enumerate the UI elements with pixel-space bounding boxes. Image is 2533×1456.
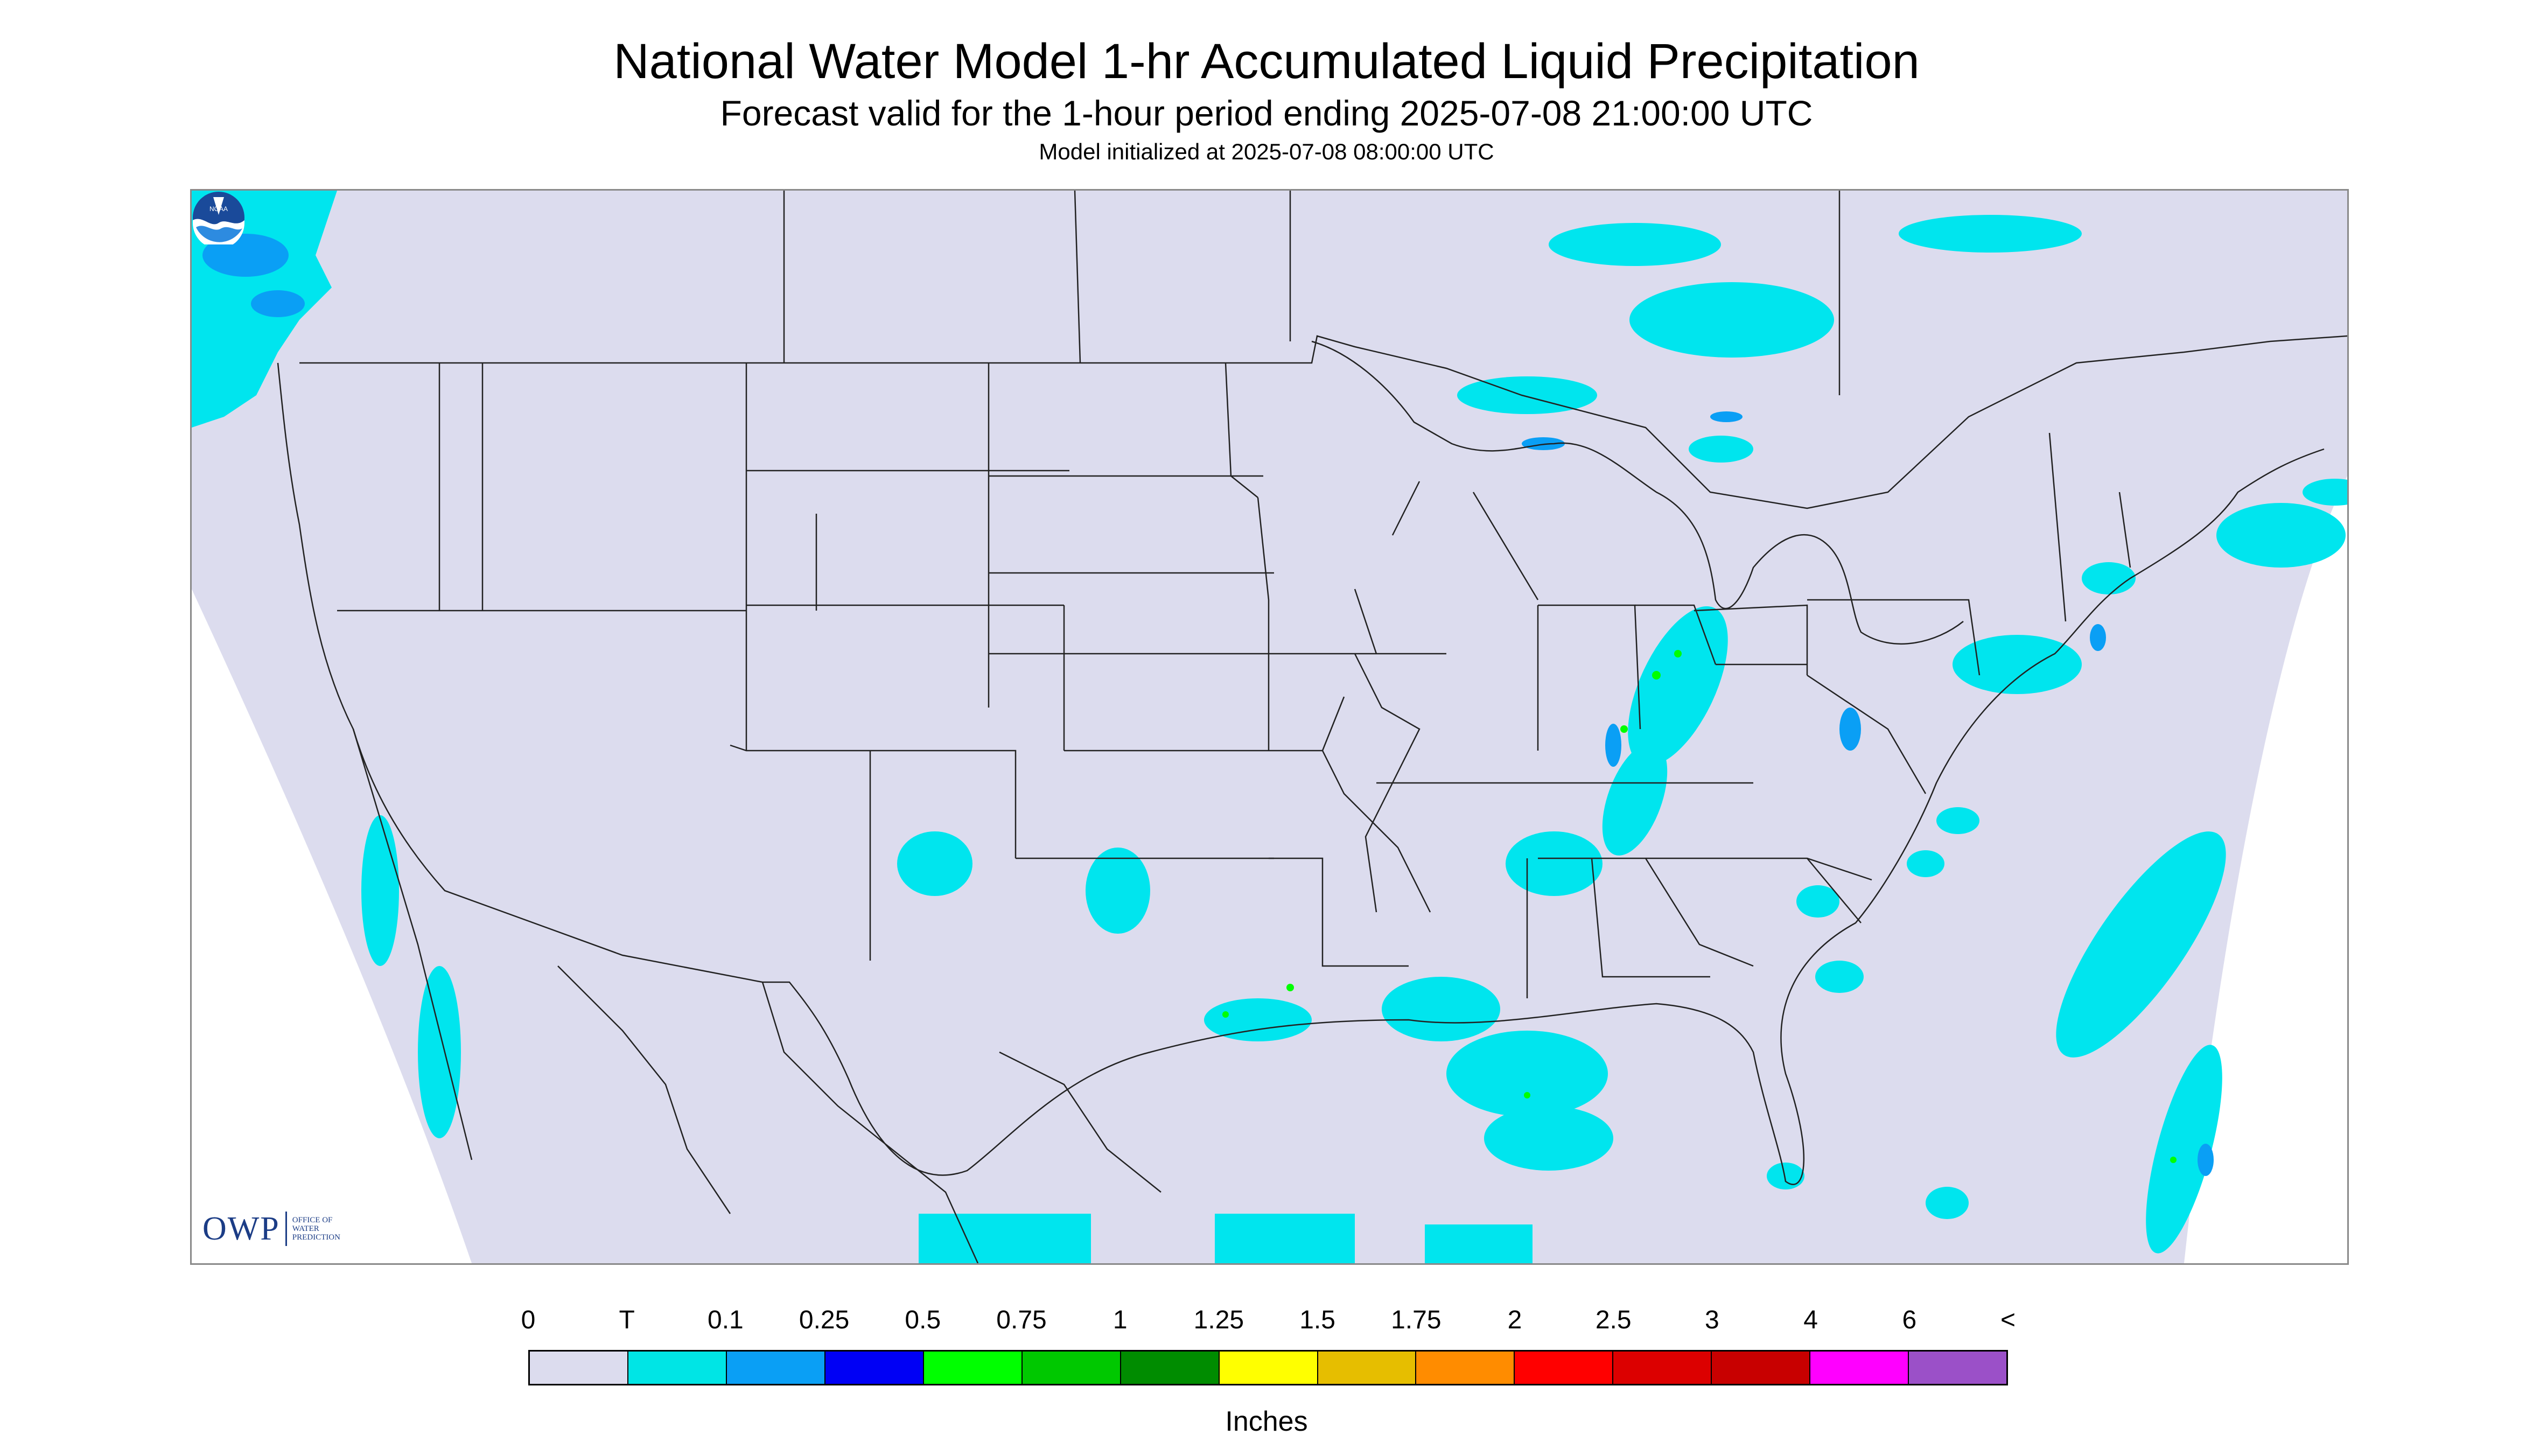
legend-label: 0 xyxy=(521,1306,536,1334)
precipitation-map: OWP OFFICE OF WATER PREDICTION NOAA xyxy=(190,189,2349,1265)
legend-label: 1.75 xyxy=(1391,1306,1442,1334)
legend-swatch xyxy=(530,1352,628,1384)
page-title: National Water Model 1-hr Accumulated Li… xyxy=(613,34,1920,89)
legend-swatch xyxy=(1416,1352,1515,1384)
legend-swatch xyxy=(1022,1352,1121,1384)
legend-label: 6 xyxy=(1902,1306,1917,1334)
model-init-text: Model initialized at 2025-07-08 08:00:00… xyxy=(1039,139,1494,164)
owp-logo-text: OWP xyxy=(202,1210,280,1247)
legend-swatch xyxy=(1810,1352,1909,1384)
precipitation-light-areas xyxy=(202,234,2214,1176)
legend-swatch xyxy=(1712,1352,1811,1384)
legend-label: 0.5 xyxy=(905,1306,941,1334)
owp-logo-divider xyxy=(285,1212,287,1246)
legend-swatch xyxy=(1318,1352,1417,1384)
legend-swatch xyxy=(628,1352,727,1384)
noaa-logo-text: NOAA xyxy=(209,205,228,213)
legend-swatch xyxy=(1909,1352,2007,1384)
colorbar xyxy=(528,1350,2008,1385)
legend-swatch xyxy=(1515,1352,1614,1384)
legend-label: 1.5 xyxy=(1299,1306,1335,1334)
legend-label: 0.1 xyxy=(708,1306,744,1334)
page-subtitle: Forecast valid for the 1-hour period end… xyxy=(720,93,1813,133)
map-domain xyxy=(192,191,2347,1263)
legend-label: 1 xyxy=(1112,1306,1128,1334)
precipitation-moderate-cells xyxy=(1222,650,2177,1163)
legend-label: 4 xyxy=(1803,1306,1818,1334)
legend-label: 2 xyxy=(1507,1306,1522,1334)
legend-label: 2.5 xyxy=(1595,1306,1632,1334)
map-svg xyxy=(192,191,2347,1263)
legend-units: Inches xyxy=(1225,1406,1308,1437)
legend-swatch xyxy=(923,1352,1023,1384)
legend-label: 3 xyxy=(1705,1306,1719,1334)
owp-logo: OWP OFFICE OF WATER PREDICTION xyxy=(202,1210,357,1248)
legend-swatch xyxy=(1219,1352,1318,1384)
legend-label: T xyxy=(619,1306,635,1334)
legend-swatch xyxy=(1121,1352,1220,1384)
noaa-logo: NOAA xyxy=(193,192,244,244)
legend-labels: 0 T 0.1 0.25 0.5 0.75 1 1.25 1.5 1.75 2 2.5 3 4 6 < xyxy=(0,1305,2533,1338)
owp-logo-subtext: OFFICE OF WATER PREDICTION xyxy=(292,1216,340,1242)
legend-swatch xyxy=(825,1352,924,1384)
legend-label: 0.25 xyxy=(799,1306,850,1334)
legend-swatch xyxy=(726,1352,825,1384)
political-boundaries xyxy=(277,191,2347,1263)
legend-label: 0.75 xyxy=(996,1306,1047,1334)
legend-label: < xyxy=(2000,1306,2016,1334)
legend-swatch xyxy=(1613,1352,1712,1384)
legend-label: 1.25 xyxy=(1193,1306,1244,1334)
precipitation-areas xyxy=(192,191,2347,1263)
